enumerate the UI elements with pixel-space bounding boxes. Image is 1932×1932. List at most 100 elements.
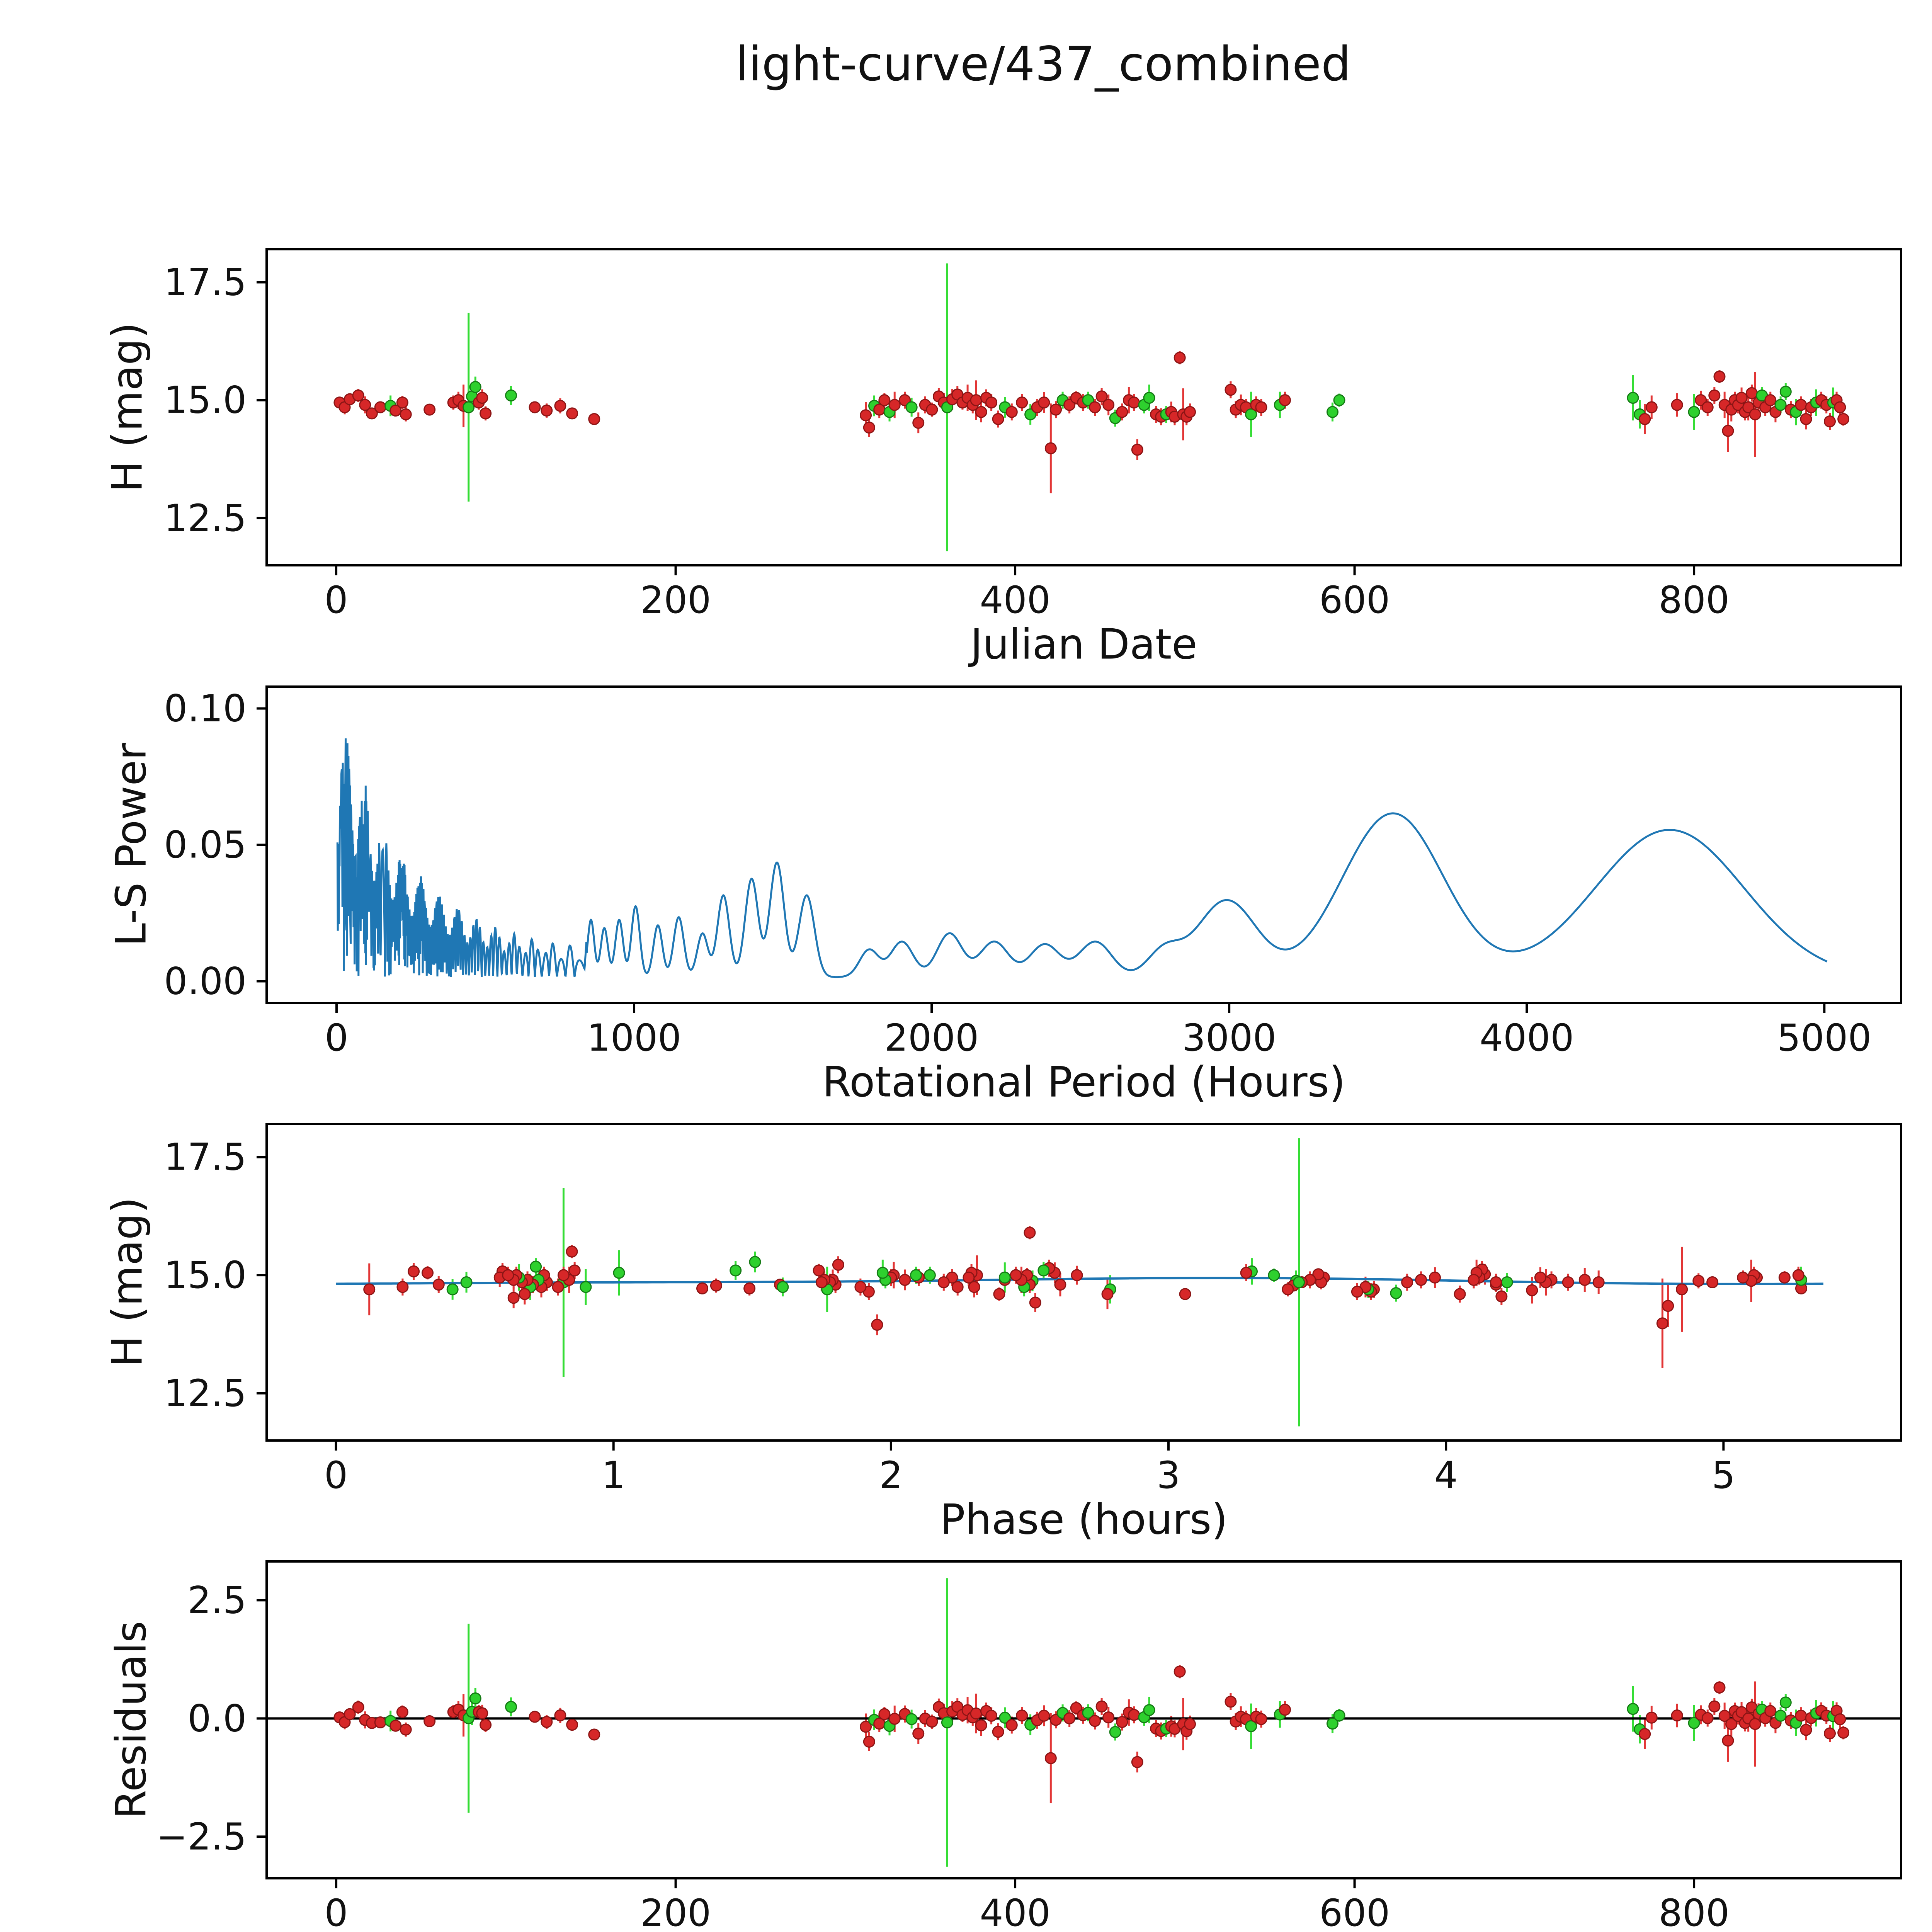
data-point bbox=[888, 399, 901, 411]
data-point bbox=[1293, 1276, 1305, 1288]
data-point bbox=[1639, 413, 1651, 425]
data-point bbox=[871, 1319, 883, 1331]
data-point bbox=[1255, 1713, 1267, 1725]
data-point bbox=[968, 1281, 980, 1293]
data-point bbox=[992, 413, 1004, 425]
data-point bbox=[926, 403, 938, 416]
data-point bbox=[1184, 406, 1196, 418]
data-point bbox=[566, 1245, 578, 1258]
data-point bbox=[552, 1281, 564, 1293]
data-point bbox=[505, 389, 517, 401]
data-point bbox=[730, 1264, 742, 1277]
data-point bbox=[912, 417, 925, 429]
data-point bbox=[1708, 389, 1721, 401]
y-tick-label: 17.5 bbox=[164, 260, 247, 304]
data-point bbox=[1071, 1269, 1083, 1281]
data-point bbox=[1779, 1696, 1792, 1709]
data-point bbox=[1279, 1704, 1291, 1716]
x-tick-label: 400 bbox=[980, 1891, 1050, 1932]
data-point bbox=[878, 394, 891, 406]
data-point bbox=[1063, 1712, 1076, 1725]
data-point bbox=[888, 1713, 901, 1725]
y-tick-label: 15.0 bbox=[164, 1253, 247, 1297]
data-point bbox=[476, 1707, 488, 1719]
data-point bbox=[1645, 401, 1658, 413]
x-tick-label: 0 bbox=[325, 1891, 348, 1932]
y-tick-label: 15.0 bbox=[164, 379, 247, 422]
x-tick-label: 3 bbox=[1157, 1454, 1180, 1497]
data-point bbox=[985, 1709, 998, 1722]
data-point bbox=[1102, 1711, 1115, 1724]
data-point bbox=[1688, 1717, 1700, 1729]
data-point bbox=[815, 1276, 828, 1288]
data-point bbox=[566, 407, 578, 420]
data-point bbox=[998, 1271, 1011, 1284]
data-point bbox=[1143, 392, 1155, 404]
x-tick-label: 4000 bbox=[1480, 1016, 1574, 1060]
data-point bbox=[912, 1728, 925, 1740]
data-point bbox=[832, 1259, 844, 1271]
panel3-axes: 0 1 2 3 4 5 17.5 15.0 12.5 bbox=[164, 1136, 1735, 1497]
data-point bbox=[860, 409, 872, 422]
panel4-markers bbox=[333, 1665, 1850, 1768]
data-point bbox=[1131, 444, 1143, 456]
data-point bbox=[460, 1276, 473, 1288]
data-point bbox=[1082, 1707, 1094, 1719]
data-point bbox=[1143, 1704, 1155, 1716]
y-tick-label: 12.5 bbox=[164, 1372, 247, 1415]
data-point bbox=[1824, 415, 1836, 428]
x-tick-label: 400 bbox=[980, 578, 1050, 622]
panel4-axes: 0 200 400 600 800 2.5 0.0 −2.5 bbox=[156, 1578, 1730, 1932]
data-point bbox=[529, 1711, 541, 1723]
periodogram-line bbox=[336, 738, 1828, 978]
data-point bbox=[1390, 1287, 1402, 1299]
data-point bbox=[937, 1276, 950, 1288]
x-tick-label: 1 bbox=[602, 1454, 625, 1497]
data-point bbox=[1526, 1284, 1538, 1296]
data-point bbox=[1089, 401, 1101, 413]
x-tick-label: 5 bbox=[1712, 1454, 1735, 1497]
data-point bbox=[1279, 394, 1291, 406]
y-tick-label: 0.10 bbox=[164, 687, 247, 730]
y-tick-label: 12.5 bbox=[164, 497, 247, 540]
panel2-ylabel: L-S Power bbox=[107, 743, 156, 947]
data-point bbox=[975, 406, 987, 418]
data-point bbox=[1749, 408, 1761, 420]
data-point bbox=[863, 1735, 875, 1748]
data-point bbox=[1255, 401, 1267, 413]
data-point bbox=[1054, 1279, 1066, 1291]
data-point bbox=[363, 1283, 376, 1296]
data-point bbox=[422, 1267, 434, 1279]
data-point bbox=[1735, 392, 1748, 404]
data-point bbox=[1327, 406, 1339, 418]
data-point bbox=[1044, 1752, 1057, 1764]
x-tick-label: 200 bbox=[640, 1891, 711, 1932]
data-point bbox=[1038, 1709, 1050, 1722]
data-point bbox=[396, 396, 408, 409]
data-point bbox=[588, 413, 600, 425]
data-point bbox=[1800, 413, 1812, 425]
data-point bbox=[863, 421, 875, 434]
data-point bbox=[1225, 1696, 1237, 1708]
data-point bbox=[1778, 1271, 1791, 1284]
data-point bbox=[613, 1267, 625, 1279]
data-point bbox=[505, 1701, 517, 1713]
panel4-ylabel: Residuals bbox=[107, 1621, 156, 1819]
data-point bbox=[432, 1279, 445, 1291]
x-tick-label: 800 bbox=[1658, 1891, 1729, 1932]
data-point bbox=[1722, 1735, 1734, 1747]
data-point bbox=[554, 1709, 566, 1721]
data-point bbox=[400, 408, 412, 420]
panel3-markers bbox=[363, 1226, 1807, 1331]
data-point bbox=[389, 1719, 402, 1732]
data-point bbox=[1800, 1724, 1812, 1736]
data-point bbox=[1534, 1271, 1546, 1284]
data-point bbox=[743, 1282, 756, 1294]
data-point bbox=[951, 1281, 964, 1293]
data-point bbox=[1131, 1756, 1143, 1768]
data-point bbox=[1795, 1709, 1807, 1722]
data-point bbox=[1774, 399, 1787, 411]
data-point bbox=[1688, 406, 1700, 418]
x-tick-label: 0 bbox=[325, 1016, 348, 1060]
